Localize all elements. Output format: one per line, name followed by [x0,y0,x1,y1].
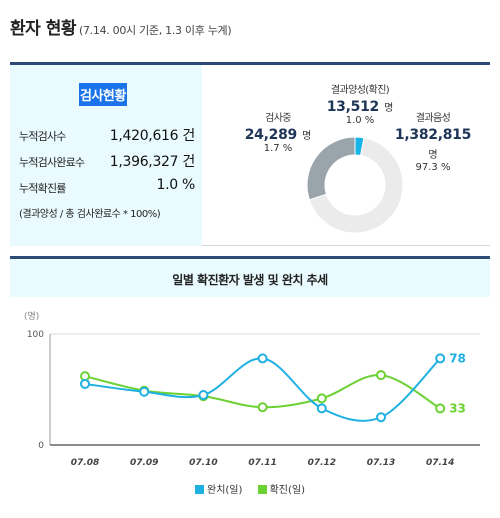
trend-legend: 완치(일) 확진(일) [10,481,490,496]
legend-swatch-recovered [195,485,204,494]
donut-positive-pct: 1.0 % [345,115,375,126]
data-point[interactable] [316,393,327,404]
donut-testing-value: 24,289 [244,127,298,143]
series-end-label: 78 [449,351,466,365]
donut-label-negative: 결과음성 1,382,815 명 97.3 % [388,109,478,173]
x-tick-label: 07.11 [248,458,276,468]
donut-testing-pct: 1.7 % [263,143,293,154]
donut-testing-name: 검사중 [265,113,291,124]
legend-label-confirmed: 확진(일) [269,485,305,496]
stat-value: 1,396,327 건 [109,154,196,170]
donut-positive-name: 결과양성(확진) [330,85,390,96]
series-confirmed: 33 [80,370,466,415]
y-tick-label: 100 [27,330,44,340]
data-point[interactable] [376,412,386,423]
stat-label: 누적확진률 [19,182,66,195]
donut-label-positive: 결과양성(확진) 13,512 명 1.0 % [310,81,410,126]
donut-testing-unit: 명 [302,131,312,142]
x-tick-label: 07.14 [426,458,454,468]
data-point[interactable] [435,353,446,364]
stat-note: (결과양성 / 총 검사완료수 * 100%) [19,209,161,220]
legend-item-confirmed[interactable]: 확진(일) [257,481,305,496]
data-point[interactable] [316,403,327,414]
page-title: 환자 현황 (7.14. 00시 기준, 1.3 이후 누계) [10,14,232,39]
x-tick-label: 07.13 [367,458,395,468]
page-subtitle: (7.14. 00시 기준, 1.3 이후 누계) [78,24,232,37]
x-tick-label: 07.09 [130,458,158,468]
test-status-box: 검사현황 누적검사수 1,420,616 건 누적검사완료수 1,396,327… [10,65,202,246]
legend-item-recovered[interactable]: 완치(일) [195,481,242,496]
x-tick-label: 07.12 [308,458,336,468]
donut-positive-value: 13,512 [326,99,380,115]
donut-positive-unit: 명 [384,103,394,114]
stat-value: 1,420,616 건 [109,128,196,144]
stat-row-positive-rate: 누적확진률 1.0 % [19,177,195,197]
y-tick-label: 0 [38,441,44,451]
trend-chart-title: 일별 확진환자 발생 및 완치 추세 [172,273,328,287]
trend-panel: 일별 확진환자 발생 및 완치 추세 (명) 100 0 07.08 07.09 07.1… [10,256,490,518]
x-tick-label: 07.10 [189,458,217,468]
data-point[interactable] [257,353,268,364]
donut-negative-unit: 명 [428,150,438,161]
stat-row-total-tests: 누적검사수 1,420,616 건 [19,125,195,145]
series-recovered: 78 [80,351,466,423]
result-donut-chart [306,136,404,234]
trend-line-chart: (명) 100 0 07.08 07.09 07.10 07.11 07.12 07.13 07.… [24,311,480,468]
page-title-text: 환자 현황 [10,19,76,39]
data-point[interactable] [80,378,90,389]
data-point[interactable] [257,402,268,413]
stat-label: 누적검사완료수 [19,156,85,169]
trend-title-bar: 일별 확진환자 발생 및 완치 추세 [10,259,490,297]
stat-value: 1.0 % [156,177,195,193]
result-donut-area: 결과양성(확진) 13,512 명 1.0 % 검사중 24,289 명 1.7… [202,65,490,246]
series-end-label: 33 [449,401,466,415]
summary-panel: 검사현황 누적검사수 1,420,616 건 누적검사완료수 1,396,327… [10,62,490,246]
data-point[interactable] [435,403,446,414]
data-point[interactable] [139,386,150,397]
donut-negative-value: 1,382,815 [394,127,472,143]
y-unit-label: (명) [24,311,39,322]
test-status-title: 검사현황 [79,83,127,106]
donut-label-testing: 검사중 24,289 명 1.7 % [238,109,318,154]
stat-label: 누적검사수 [19,130,66,143]
donut-slice-testing[interactable] [306,136,356,201]
legend-swatch-confirmed [257,485,267,494]
legend-label-recovered: 완치(일) [207,485,243,496]
x-tick-label: 07.08 [71,458,99,468]
donut-negative-pct: 97.3 % [415,162,451,173]
donut-negative-name: 결과음성 [415,113,451,124]
data-point[interactable] [198,390,209,401]
data-point[interactable] [376,370,386,381]
stat-row-completed-tests: 누적검사완료수 1,396,327 건 [19,151,195,171]
donut-slice-negative[interactable] [308,137,404,234]
